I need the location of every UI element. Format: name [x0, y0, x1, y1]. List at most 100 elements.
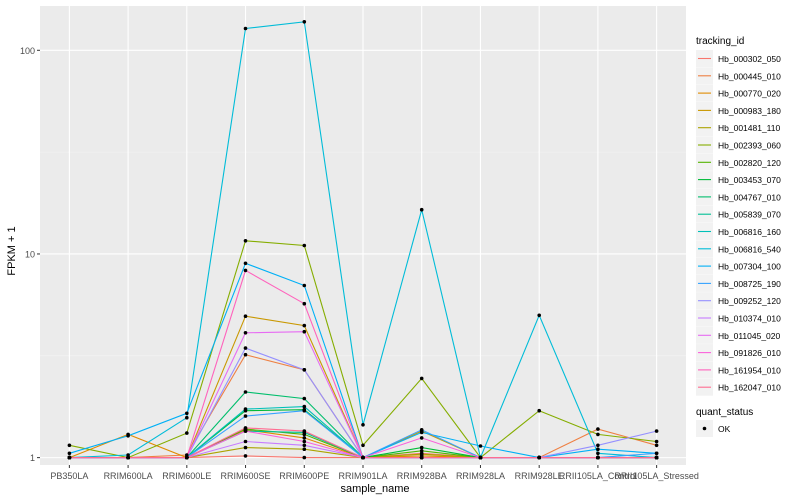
data-point — [126, 434, 130, 438]
legend-label: Hb_002820_120 — [718, 158, 781, 168]
data-point — [126, 455, 130, 460]
data-point — [243, 346, 248, 350]
data-point — [243, 261, 248, 266]
data-point — [302, 368, 307, 372]
data-point — [419, 436, 424, 440]
data-point — [478, 444, 483, 448]
y-axis-title: FPKM + 1 — [6, 226, 18, 275]
data-point — [654, 439, 659, 444]
data-point — [596, 451, 600, 456]
legend-label: Hb_009252_120 — [718, 296, 781, 306]
x-tick-label: RRIM928LA — [456, 471, 505, 481]
data-point — [185, 453, 189, 457]
data-point — [302, 429, 307, 433]
data-point — [654, 443, 659, 448]
data-point — [243, 454, 248, 458]
data-point — [419, 207, 424, 212]
legend-label: Hb_000983_180 — [718, 106, 781, 116]
y-tick-label: 1 — [30, 453, 35, 463]
data-point — [185, 415, 189, 420]
data-point — [596, 443, 600, 448]
legend-label: Hb_091826_010 — [718, 348, 781, 358]
data-point — [537, 408, 541, 413]
data-point — [243, 352, 248, 357]
data-point — [596, 447, 600, 452]
data-point — [302, 436, 307, 440]
x-tick-label: RRIM600LE — [162, 471, 211, 481]
data-point — [302, 283, 307, 288]
y-tick-label: 10 — [25, 249, 35, 259]
legend-label: Hb_000770_020 — [718, 89, 781, 99]
data-point — [361, 443, 365, 448]
data-point — [126, 453, 130, 457]
data-point — [419, 452, 424, 457]
x-tick-label: RRIM928BA — [397, 471, 447, 481]
x-tick-label: PB350LA — [50, 471, 88, 481]
data-point — [67, 443, 72, 448]
data-point — [596, 432, 600, 437]
data-point — [302, 396, 307, 401]
data-point — [302, 447, 307, 452]
plot-panel — [40, 6, 686, 465]
data-point — [243, 268, 248, 273]
legend: tracking_id Hb_000302_050Hb_000445_010Hb… — [696, 36, 781, 437]
legend-label: Hb_005839_070 — [718, 210, 781, 220]
data-point — [537, 455, 541, 460]
data-point — [419, 449, 424, 453]
data-point — [419, 428, 424, 432]
data-point — [243, 390, 248, 394]
y-tick-label: 100 — [20, 46, 35, 56]
legend-title: tracking_id — [696, 36, 744, 47]
data-point — [243, 314, 248, 319]
data-point — [302, 301, 307, 306]
data-point — [654, 429, 659, 433]
legend-label: Hb_007304_100 — [718, 262, 781, 272]
legend-label: OK — [718, 424, 731, 434]
legend-label: Hb_161954_010 — [718, 365, 781, 375]
data-point — [302, 439, 307, 444]
x-tick-label: RRIM600SE — [221, 471, 271, 481]
x-tick-label: RRII105LA_Control — [559, 471, 637, 481]
legend-label: Hb_000302_050 — [718, 54, 781, 64]
x-tick-label: RRII105LA_Stressed — [614, 471, 699, 481]
data-point — [67, 451, 72, 456]
data-point — [654, 451, 659, 456]
data-point — [596, 455, 600, 460]
data-point — [537, 313, 541, 318]
x-tick-label: RRIM600PE — [279, 471, 329, 481]
data-point — [243, 26, 248, 31]
data-point — [243, 331, 248, 335]
data-point — [419, 376, 424, 381]
data-point — [243, 445, 248, 450]
axes: 1 10 100 PB350LA RRIM600LA RRIM600LE RRIM600SE… — [20, 46, 699, 481]
data-point — [185, 411, 189, 416]
legend-label: Hb_006816_160 — [718, 227, 781, 237]
data-point — [302, 408, 307, 413]
legend-label: Hb_162047_010 — [718, 383, 781, 393]
data-point — [302, 455, 307, 460]
data-point — [419, 455, 424, 460]
legend-label: Hb_003453_070 — [718, 175, 781, 185]
legend-items: Hb_000302_050 Hb_000445_010 Hb_000770_020 H… — [696, 50, 781, 396]
data-point — [419, 445, 424, 450]
data-point — [302, 243, 307, 248]
data-point — [302, 404, 307, 409]
legend-label: Hb_008725_190 — [718, 279, 781, 289]
x-tick-label: RRIM600LA — [104, 471, 153, 481]
legend-label: Hb_004767_010 — [718, 192, 781, 202]
legend-shape-items: OK — [696, 420, 731, 437]
x-tick-label: RRIM901LA — [338, 471, 387, 481]
legend-label: Hb_001481_110 — [718, 123, 781, 133]
data-point — [478, 455, 483, 460]
legend-shape-title: quant_status — [696, 407, 753, 418]
data-point — [302, 20, 307, 24]
data-point — [67, 455, 72, 460]
data-point — [243, 439, 248, 444]
data-point — [185, 431, 189, 435]
x-axis-title: sample_name — [340, 483, 409, 495]
data-point — [361, 423, 365, 427]
data-point — [654, 455, 659, 460]
legend-label: Hb_000445_010 — [718, 71, 781, 81]
legend-label: Hb_002393_060 — [718, 141, 781, 151]
